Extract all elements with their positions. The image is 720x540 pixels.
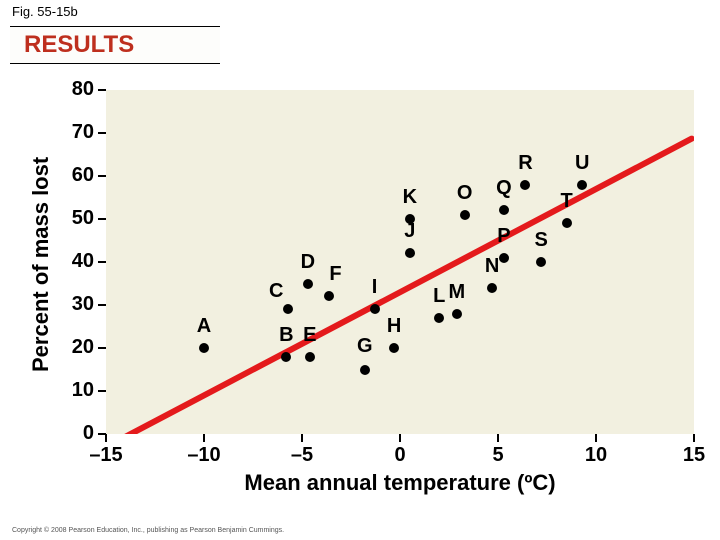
x-tick-label: –5 bbox=[278, 444, 326, 467]
y-tick bbox=[98, 347, 106, 349]
x-tick-label: 5 bbox=[474, 444, 522, 467]
data-point bbox=[360, 365, 370, 375]
y-tick-label: 70 bbox=[52, 121, 94, 144]
data-point-label: B bbox=[279, 324, 293, 347]
data-point-label: A bbox=[197, 315, 211, 338]
data-point-label: F bbox=[329, 263, 341, 286]
y-tick-label: 0 bbox=[52, 422, 94, 445]
data-point bbox=[520, 180, 530, 190]
x-tick bbox=[693, 434, 695, 442]
y-tick bbox=[98, 132, 106, 134]
x-tick bbox=[203, 434, 205, 442]
data-point bbox=[405, 248, 415, 258]
figure-label: Fig. 55-15b bbox=[12, 4, 78, 19]
data-point-label: G bbox=[357, 335, 373, 358]
data-point-label: Q bbox=[496, 177, 512, 200]
data-point bbox=[460, 210, 470, 220]
data-point bbox=[405, 214, 415, 224]
data-point-label: R bbox=[518, 152, 532, 175]
data-point-label: E bbox=[303, 324, 316, 347]
data-point-label: C bbox=[269, 280, 283, 303]
data-point-label: O bbox=[457, 182, 473, 205]
x-axis-title: Mean annual temperature (ºC) bbox=[106, 470, 694, 496]
y-tick-label: 80 bbox=[52, 78, 94, 101]
data-point bbox=[452, 309, 462, 319]
data-point bbox=[434, 313, 444, 323]
x-tick bbox=[399, 434, 401, 442]
data-point bbox=[283, 304, 293, 314]
data-point bbox=[499, 253, 509, 263]
y-tick-label: 10 bbox=[52, 379, 94, 402]
data-point bbox=[305, 352, 315, 362]
y-tick-label: 30 bbox=[52, 293, 94, 316]
x-tick-label: –15 bbox=[82, 444, 130, 467]
x-tick bbox=[595, 434, 597, 442]
x-tick-label: 10 bbox=[572, 444, 620, 467]
y-tick-label: 60 bbox=[52, 164, 94, 187]
y-tick-label: 50 bbox=[52, 207, 94, 230]
data-point-label: L bbox=[433, 285, 445, 308]
y-tick bbox=[98, 261, 106, 263]
y-tick bbox=[98, 89, 106, 91]
x-tick bbox=[105, 434, 107, 442]
data-point-label: P bbox=[497, 225, 510, 248]
data-point-label: K bbox=[403, 186, 417, 209]
y-tick bbox=[98, 304, 106, 306]
data-point bbox=[562, 218, 572, 228]
data-point bbox=[577, 180, 587, 190]
data-point-label: M bbox=[448, 281, 465, 304]
data-point-label: I bbox=[372, 276, 378, 299]
data-point-label: N bbox=[485, 255, 499, 278]
y-tick bbox=[98, 175, 106, 177]
data-point-label: U bbox=[575, 152, 589, 175]
data-point-label: H bbox=[387, 315, 401, 338]
data-point bbox=[324, 291, 334, 301]
x-tick bbox=[497, 434, 499, 442]
data-point-label: S bbox=[534, 229, 547, 252]
data-point-label: T bbox=[560, 190, 572, 213]
x-tick-label: –10 bbox=[180, 444, 228, 467]
scatter-chart: 0 10 20 30 40 50 60 70 80 –15 –10 –5 0 5 10 15 Percent… bbox=[0, 80, 720, 500]
data-point bbox=[389, 343, 399, 353]
y-axis-title: Percent of mass lost bbox=[28, 157, 54, 372]
data-point bbox=[499, 205, 509, 215]
data-point bbox=[370, 304, 380, 314]
data-point bbox=[199, 343, 209, 353]
x-tick bbox=[301, 434, 303, 442]
y-tick-label: 20 bbox=[52, 336, 94, 359]
x-tick-label: 0 bbox=[376, 444, 424, 467]
results-title: RESULTS bbox=[10, 26, 220, 64]
data-point bbox=[536, 257, 546, 267]
y-tick bbox=[98, 390, 106, 392]
data-point bbox=[303, 279, 313, 289]
copyright-text: Copyright © 2008 Pearson Education, Inc.… bbox=[12, 527, 284, 534]
data-point bbox=[487, 283, 497, 293]
y-tick-label: 40 bbox=[52, 250, 94, 273]
plot-area bbox=[106, 90, 694, 434]
data-point bbox=[281, 352, 291, 362]
trend-line bbox=[106, 135, 694, 434]
x-tick-label: 15 bbox=[670, 444, 718, 467]
data-point-label: D bbox=[301, 251, 315, 274]
y-tick bbox=[98, 218, 106, 220]
